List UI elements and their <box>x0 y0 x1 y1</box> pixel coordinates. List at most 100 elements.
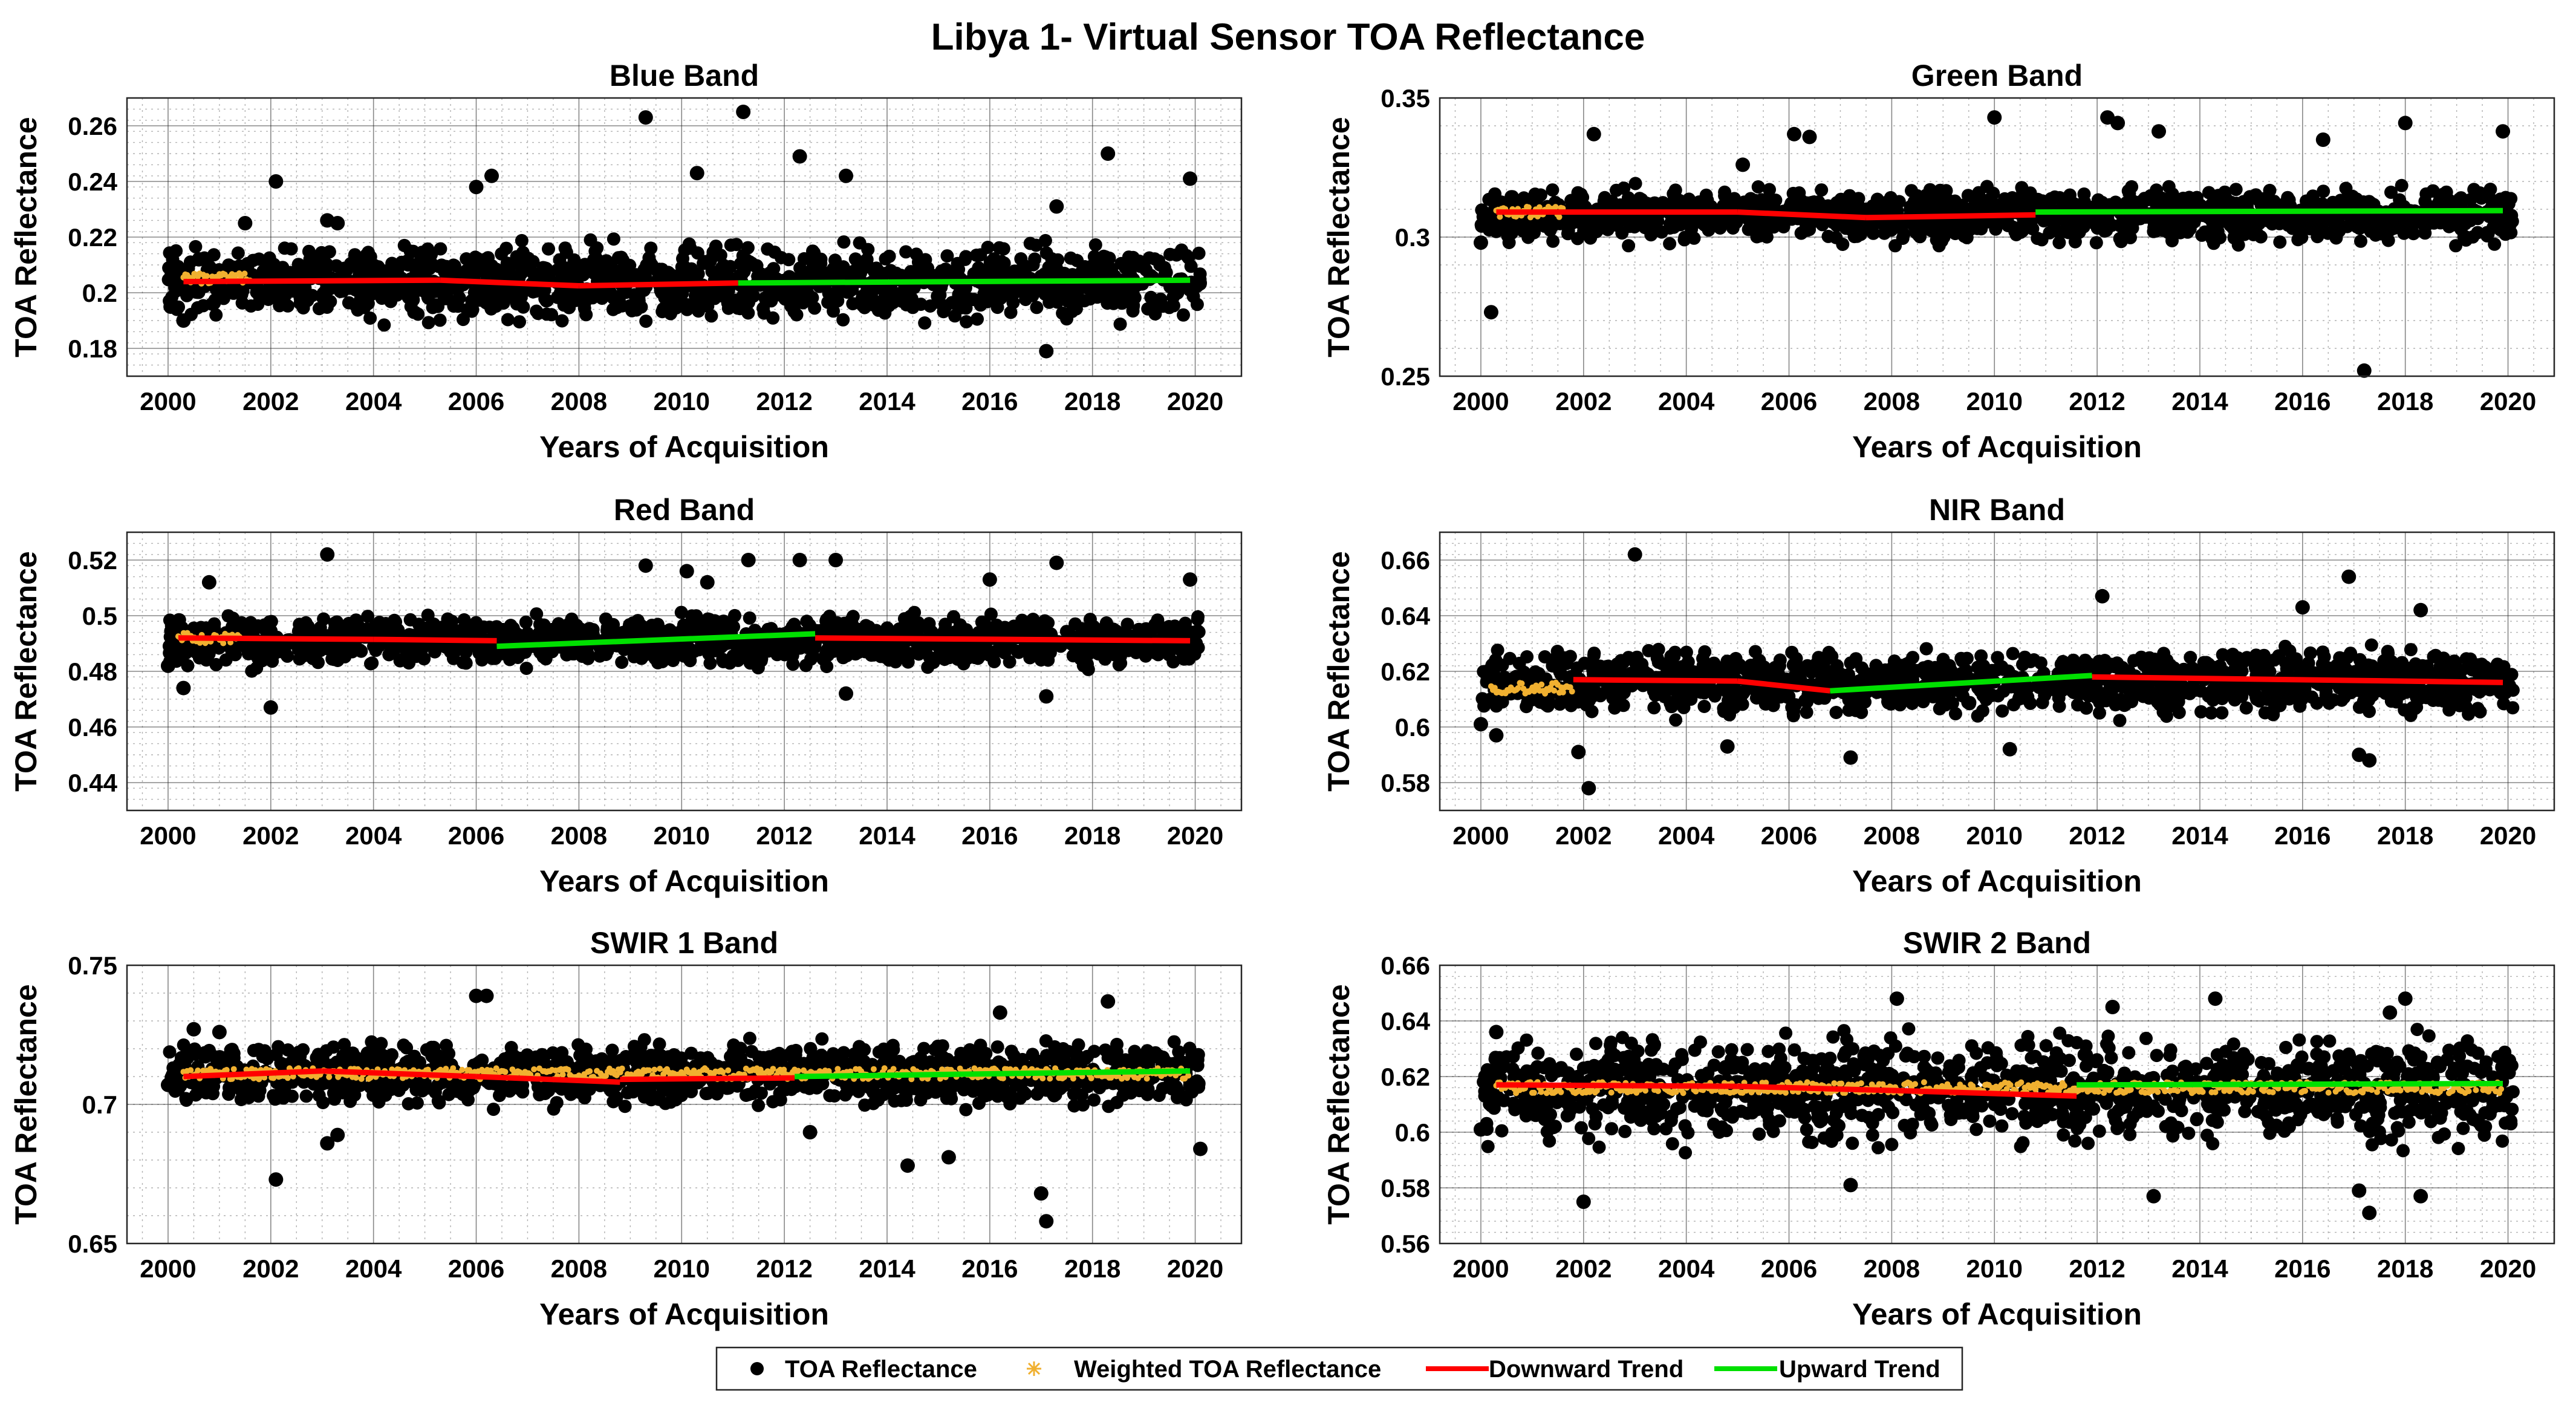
x-tick-label: 2002 <box>1555 387 1612 416</box>
toa-point <box>1076 659 1090 673</box>
toa-point <box>2303 646 2317 660</box>
toa-point <box>291 258 305 272</box>
toa-point <box>1151 648 1165 662</box>
toa-point <box>1888 239 1902 253</box>
toa-point-outlier <box>160 658 175 673</box>
toa-point <box>599 612 613 626</box>
toa-point <box>1192 246 1206 260</box>
x-tick-label: 2004 <box>1658 387 1715 416</box>
toa-point <box>2436 187 2450 201</box>
toa-point <box>2473 186 2487 200</box>
toa-point <box>797 252 811 266</box>
toa-point <box>2384 214 2398 228</box>
x-tick-label: 2006 <box>448 821 504 850</box>
x-tick-label: 2008 <box>551 821 607 850</box>
toa-point <box>1193 272 1207 286</box>
toa-point <box>2381 233 2395 247</box>
toa-point <box>682 621 696 634</box>
toa-point <box>515 233 529 247</box>
toa-point <box>2077 187 2091 201</box>
toa-point-outlier <box>1586 126 1601 142</box>
y-tick-label: 0.2 <box>82 279 117 307</box>
toa-point <box>456 656 470 670</box>
toa-point <box>853 236 867 250</box>
toa-point <box>1622 239 1636 253</box>
toa-point <box>1015 622 1029 636</box>
toa-point <box>2129 196 2142 210</box>
toa-point <box>560 648 574 662</box>
toa-point-outlier <box>263 700 278 715</box>
toa-point <box>302 244 316 258</box>
x-tick-label: 2010 <box>654 387 710 416</box>
toa-point <box>1578 217 1592 230</box>
toa-point <box>1132 254 1146 268</box>
toa-point <box>349 613 363 627</box>
toa-point-outlier <box>2152 124 2167 139</box>
toa-point <box>1669 713 1683 727</box>
toa-point <box>209 308 223 322</box>
x-tick-label: 2000 <box>140 387 196 416</box>
toa-point <box>1068 617 1082 631</box>
toa-point <box>2227 231 2241 245</box>
toa-point-outlier <box>320 547 335 562</box>
toa-point <box>894 286 907 300</box>
toa-point <box>2480 226 2494 240</box>
toa-point <box>1016 258 1030 272</box>
toa-point <box>947 610 960 624</box>
toa-point-outlier <box>741 553 756 567</box>
toa-point <box>1769 194 1783 207</box>
toa-point <box>1751 180 1765 194</box>
toa-point <box>395 255 409 269</box>
y-tick-label: 0.18 <box>68 334 117 363</box>
toa-point <box>971 312 984 326</box>
toa-point <box>1639 217 1653 231</box>
toa-point <box>445 614 459 628</box>
toa-point-outlier <box>201 575 216 590</box>
y-tick-label: 0.46 <box>68 713 117 741</box>
toa-point <box>1663 237 1677 250</box>
x-tick-label: 2006 <box>448 387 504 416</box>
toa-point <box>667 648 681 662</box>
toa-point <box>225 645 239 659</box>
toa-point <box>1122 250 1136 264</box>
toa-point <box>519 615 533 629</box>
downward-trend-segment <box>440 277 579 288</box>
toa-point <box>1163 247 1177 261</box>
toa-point <box>698 285 712 299</box>
toa-point <box>1989 222 2003 236</box>
toa-point <box>246 253 260 267</box>
toa-point <box>992 284 1006 298</box>
toa-point <box>515 259 529 273</box>
toa-point <box>2259 197 2272 210</box>
toa-point <box>743 255 756 269</box>
toa-point <box>415 246 429 259</box>
toa-point <box>1127 298 1140 312</box>
x-tick-label: 2006 <box>1761 387 1817 416</box>
toa-point <box>2352 217 2366 231</box>
toa-point <box>2314 214 2327 228</box>
toa-point-outlier <box>736 105 751 119</box>
x-tick-label: 2016 <box>961 387 1018 416</box>
toa-point <box>2016 184 2030 198</box>
weighted-point <box>220 640 227 647</box>
toa-point <box>2459 233 2473 247</box>
toa-point <box>207 617 221 631</box>
upward-trend-segment <box>738 277 1191 286</box>
toa-point <box>397 651 411 665</box>
toa-point <box>1192 625 1206 639</box>
toa-point <box>2281 191 2295 204</box>
panel-2-x-label: Years of Acquisition <box>1852 430 2142 464</box>
downward-trend-segment <box>178 635 374 642</box>
figure-title: Libya 1- Virtual Sensor TOA Reflectance <box>931 16 1645 58</box>
toa-point <box>645 618 659 632</box>
toa-point-outlier <box>1183 572 1198 587</box>
toa-point <box>770 648 784 662</box>
toa-point <box>403 613 417 627</box>
toa-point <box>843 284 857 298</box>
toa-point <box>577 265 591 279</box>
weighted-point <box>204 273 210 279</box>
toa-point <box>363 311 377 325</box>
toa-point <box>1887 197 1901 210</box>
toa-point <box>974 648 987 662</box>
toa-point <box>1056 306 1070 320</box>
